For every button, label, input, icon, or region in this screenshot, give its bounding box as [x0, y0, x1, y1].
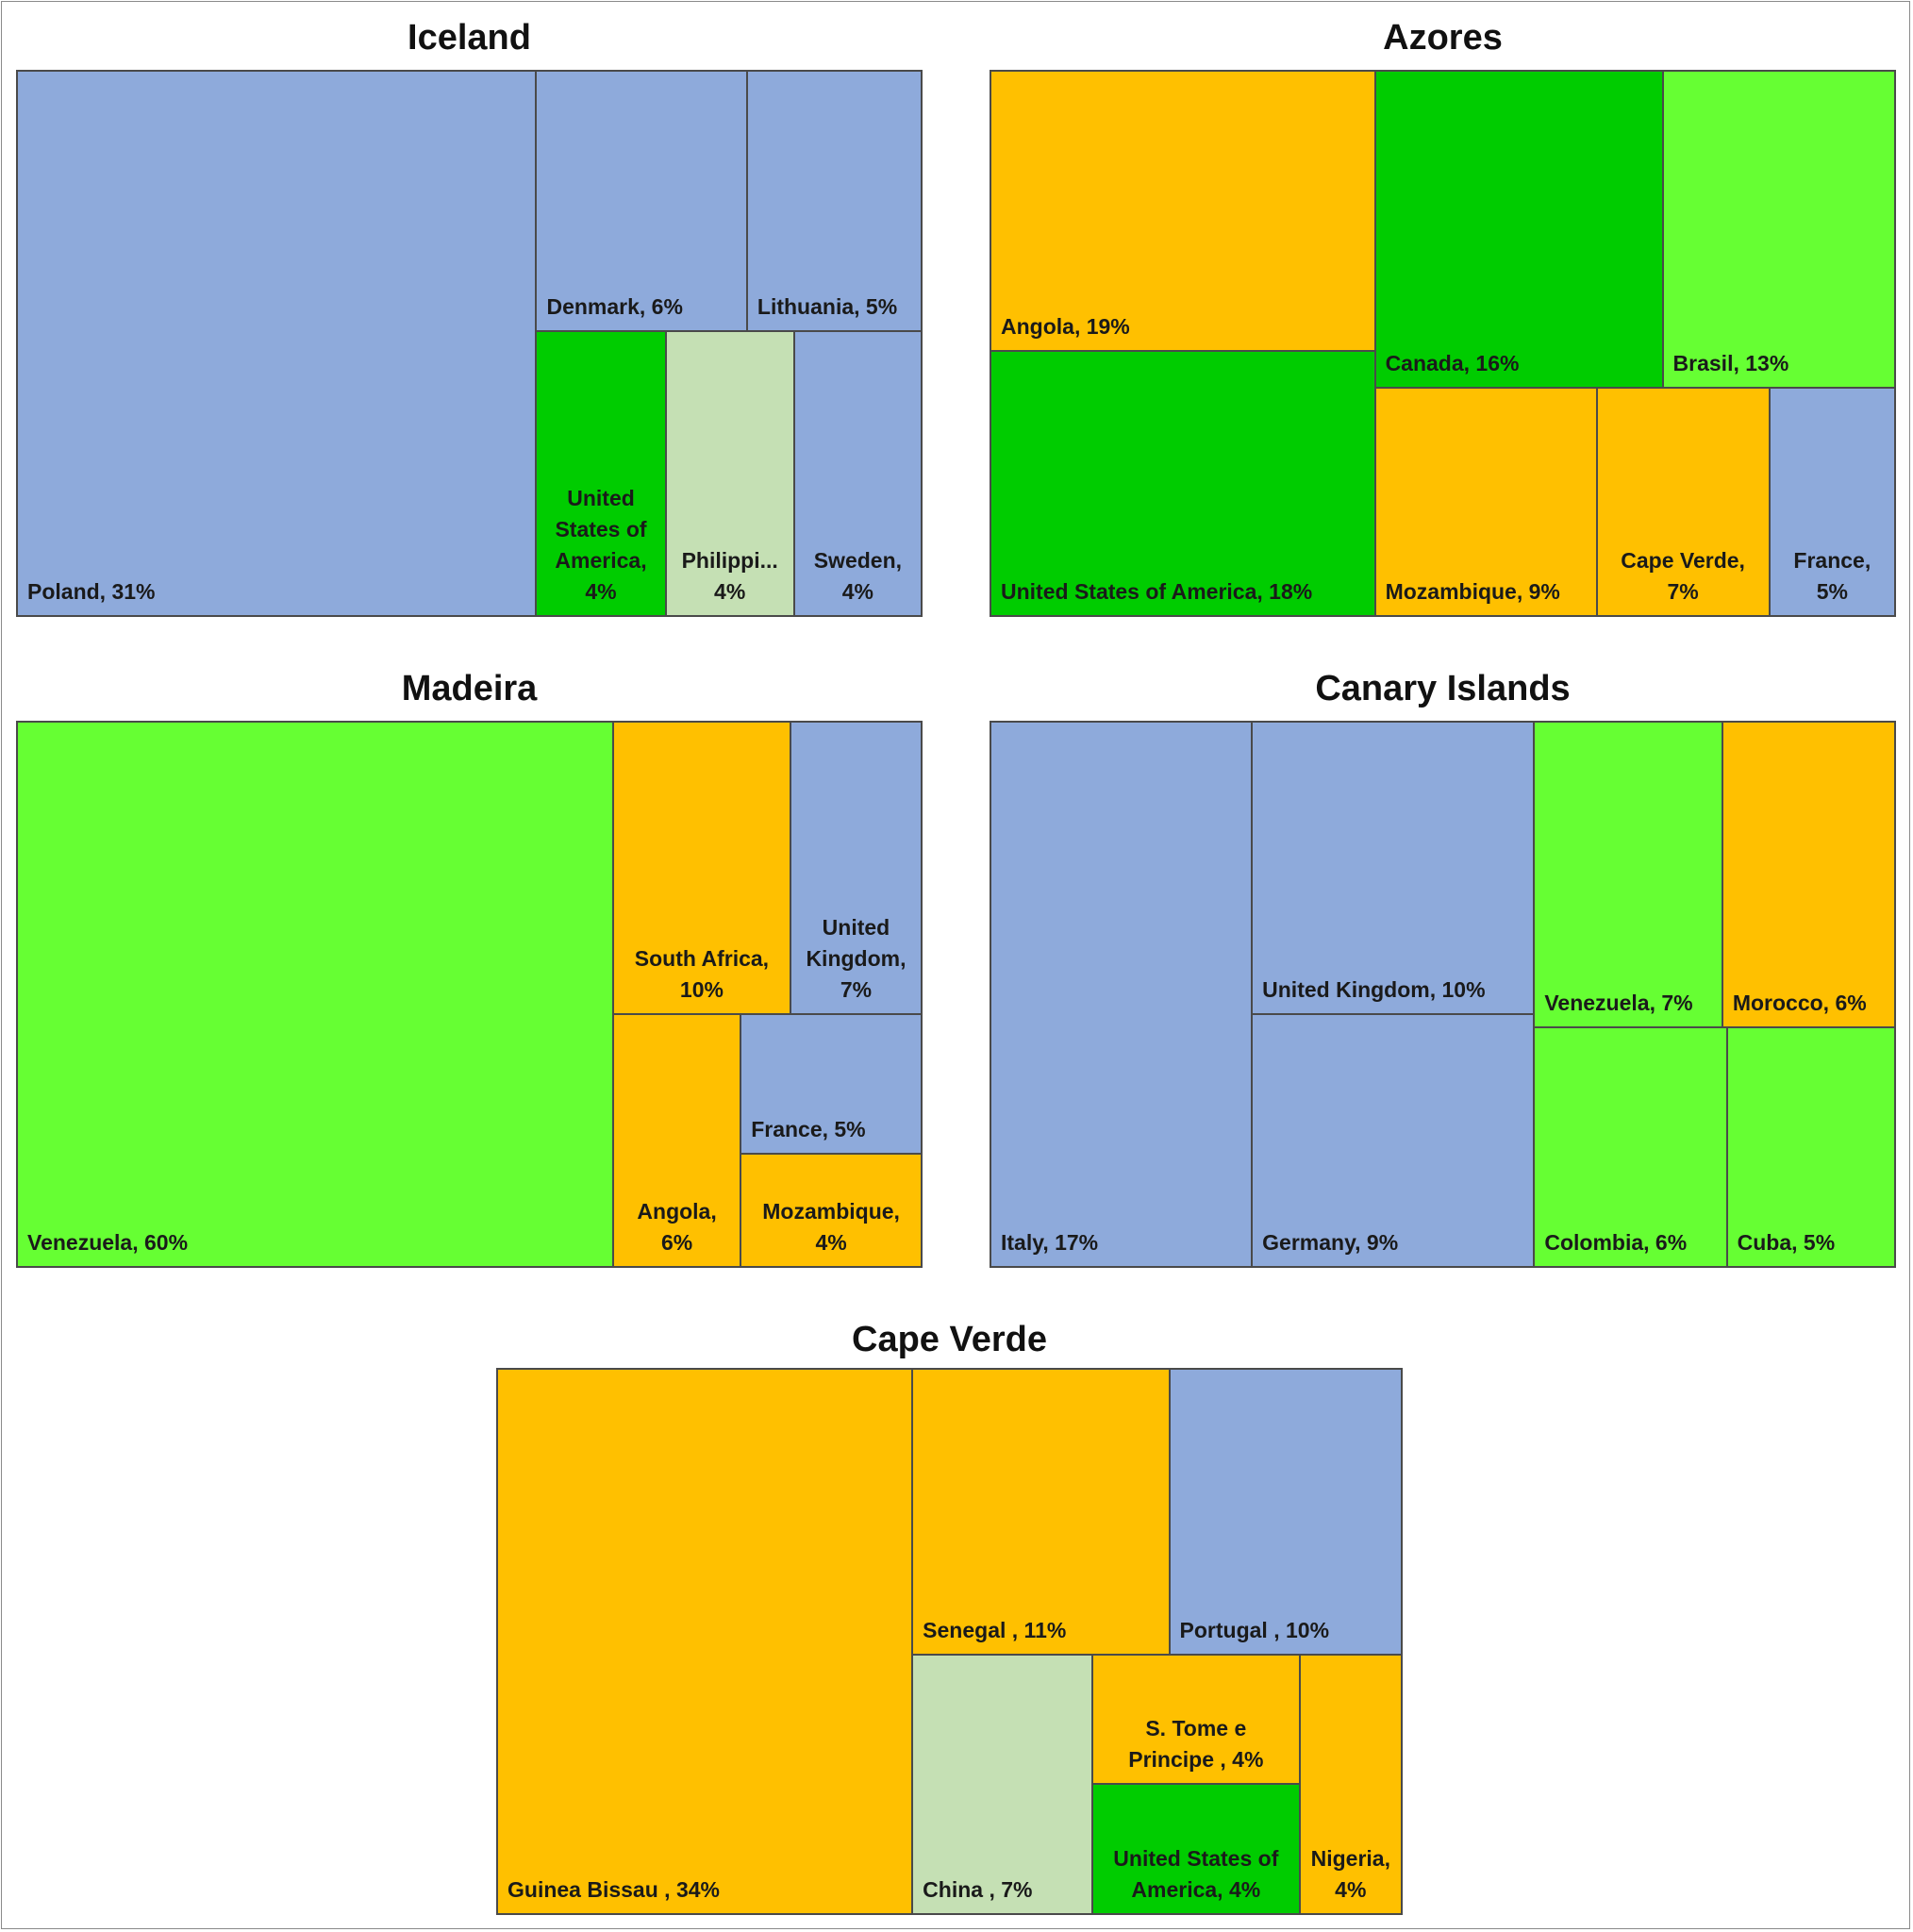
tile-s-tome-e-principe: S. Tome e Principe , 4% — [1092, 1655, 1300, 1785]
tile-venezuela: Venezuela, 7% — [1534, 722, 1722, 1027]
treemap-madeira: Madeira Venezuela, 60% South Africa, 10% U… — [16, 660, 923, 1268]
tile-angola: Angola, 19% — [990, 71, 1375, 351]
tile-morocco: Morocco, 6% — [1722, 722, 1895, 1027]
treemap-plot: Venezuela, 60% South Africa, 10% United Ki… — [16, 721, 923, 1268]
tile-canada: Canada, 16% — [1374, 71, 1663, 388]
tile-label: France, 5% — [751, 1117, 866, 1142]
tile-label: Nigeria, 4% — [1310, 1845, 1390, 1902]
tile-label: Portugal , 10% — [1179, 1618, 1330, 1643]
tile-germany: Germany, 9% — [1252, 1014, 1535, 1267]
tile-label: Colombia, 6% — [1544, 1229, 1688, 1255]
tile-united-kingdom: United Kingdom, 10% — [1252, 722, 1535, 1015]
treemap-plot: Italy, 17% United Kingdom, 10% Germany, 9%… — [990, 721, 1896, 1268]
tile-cuba: Cuba, 5% — [1726, 1026, 1895, 1267]
tile-poland: Poland, 31% — [17, 71, 537, 616]
tile-portugal: Portugal , 10% — [1169, 1369, 1402, 1656]
treemap-plot: Poland, 31% Denmark, 6% Lithuania, 5% Unite… — [16, 70, 923, 617]
tile-label: Cape Verde, 7% — [1621, 547, 1745, 604]
tile-mozambique: Mozambique, 9% — [1374, 387, 1597, 616]
treemap-plot: Angola, 19% United States of America, 18%… — [990, 70, 1896, 617]
tile-label: Poland, 31% — [27, 579, 156, 604]
tile-brasil: Brasil, 13% — [1662, 71, 1895, 388]
tile-label: Morocco, 6% — [1732, 990, 1867, 1015]
tile-united-states-of-america: United States of America, 4% — [1092, 1784, 1300, 1914]
tile-italy: Italy, 17% — [990, 722, 1253, 1267]
tile-label: France, 5% — [1793, 547, 1871, 604]
tile-label: Venezuela, 60% — [27, 1230, 189, 1255]
tile-label: Angola, 19% — [1001, 313, 1130, 339]
tile-china: China , 7% — [912, 1655, 1092, 1914]
tile-label: United Kingdom, 7% — [806, 915, 907, 1003]
tile-label: United States of America, 4% — [555, 485, 647, 604]
tile-united-kingdom: United Kingdom, 7% — [790, 722, 922, 1015]
tile-cape-verde: Cape Verde, 7% — [1596, 387, 1770, 616]
tile-label: United States of America, 4% — [1113, 1845, 1279, 1902]
treemap-plot: Guinea Bissau , 34% Senegal , 11% Portugal… — [496, 1368, 1403, 1915]
tile-venezuela: Venezuela, 60% — [17, 722, 613, 1267]
tile-sweden: Sweden, 4% — [793, 331, 922, 616]
tile-label: Angola, 6% — [637, 1198, 717, 1255]
tile-united-states-of-america: United States of America, 18% — [990, 350, 1375, 616]
tile-label: Philippi... 4% — [681, 547, 778, 604]
panel-title: Canary Islands — [1315, 669, 1571, 708]
tile-senegal: Senegal , 11% — [912, 1369, 1170, 1656]
tile-label: Canada, 16% — [1385, 350, 1520, 375]
tile-label: S. Tome e Principe , 4% — [1128, 1716, 1264, 1773]
tile-label: China , 7% — [923, 1876, 1033, 1902]
tile-label: Lithuania, 5% — [757, 294, 898, 320]
tile-label: United States of America, 18% — [1001, 578, 1313, 604]
treemap-cape-verde: Cape Verde Guinea Bissau , 34% Senegal , … — [496, 1311, 1403, 1915]
tile-united-states-of-america: United States of America, 4% — [536, 331, 666, 616]
tile-label: Denmark, 6% — [546, 294, 683, 320]
tile-label: Sweden, 4% — [813, 547, 903, 604]
tile-france: France, 5% — [1769, 387, 1895, 616]
tile-label: Germany, 9% — [1262, 1229, 1399, 1255]
tile-label: Guinea Bissau , 34% — [507, 1877, 720, 1902]
treemap-iceland: Iceland Poland, 31% Denmark, 6% Lithuania,… — [16, 9, 923, 617]
tile-label: Mozambique, 9% — [1385, 578, 1560, 604]
panel-title: Cape Verde — [852, 1320, 1047, 1359]
tile-nigeria: Nigeria, 4% — [1299, 1655, 1402, 1914]
tile-south-africa: South Africa, 10% — [612, 722, 790, 1015]
tile-philippines: Philippi... 4% — [665, 331, 794, 616]
treemap-canary-islands: Canary Islands Italy, 17% United Kingdom,… — [990, 660, 1896, 1268]
treemap-azores: Azores Angola, 19% United States of Ameri… — [990, 9, 1896, 617]
panel-title: Iceland — [408, 18, 531, 58]
tile-colombia: Colombia, 6% — [1534, 1026, 1727, 1267]
tile-label: Venezuela, 7% — [1544, 990, 1693, 1015]
tile-label: Senegal , 11% — [923, 1618, 1067, 1643]
tile-label: Cuba, 5% — [1737, 1229, 1836, 1255]
tile-label: South Africa, 10% — [634, 946, 770, 1003]
tile-france: France, 5% — [740, 1014, 922, 1155]
tile-label: Mozambique, 4% — [762, 1198, 900, 1255]
tile-label: United Kingdom, 10% — [1262, 977, 1486, 1003]
tile-denmark: Denmark, 6% — [536, 71, 747, 332]
panel-title: Azores — [1383, 18, 1503, 58]
tile-angola: Angola, 6% — [612, 1014, 741, 1267]
tile-label: Italy, 17% — [1001, 1230, 1099, 1255]
tile-label: Brasil, 13% — [1672, 350, 1789, 375]
tile-lithuania: Lithuania, 5% — [746, 71, 922, 332]
tile-guinea-bissau: Guinea Bissau , 34% — [497, 1369, 913, 1914]
tile-mozambique: Mozambique, 4% — [740, 1154, 922, 1267]
panel-title: Madeira — [401, 669, 538, 708]
